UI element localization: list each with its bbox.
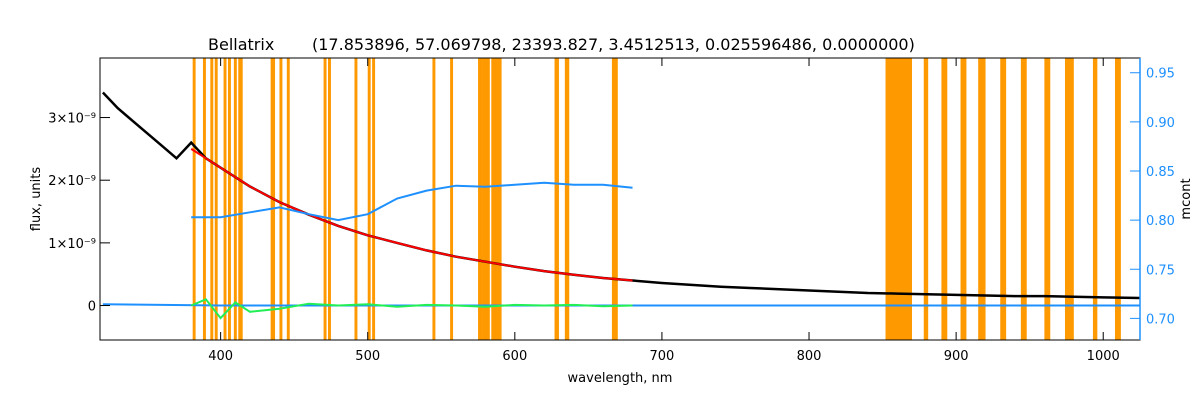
- masked-band: [202, 58, 206, 340]
- y-tick-label: 0: [88, 300, 96, 315]
- x-tick-label: 1000: [1087, 349, 1120, 364]
- masked-band: [286, 58, 290, 340]
- masked-band: [227, 58, 231, 340]
- masked-band: [367, 58, 371, 340]
- y-axis-label: flux, units: [29, 167, 44, 232]
- masked-band: [210, 58, 214, 340]
- x-tick-label: 900: [944, 349, 969, 364]
- series-line: [190, 298, 633, 320]
- y-axis-right-label: mcont: [1179, 178, 1194, 219]
- series-layer: [101, 91, 1141, 320]
- y-tick-label: 2×10⁻⁹: [48, 174, 96, 189]
- series-line: [191, 181, 633, 222]
- y-right-tick-label: 0.75: [1146, 263, 1175, 278]
- x-tick-label: 500: [355, 349, 380, 364]
- masked-band: [1000, 58, 1007, 340]
- masked-band: [1020, 58, 1027, 340]
- x-tick-label: 400: [208, 349, 233, 364]
- masked-band: [885, 58, 912, 340]
- masked-band: [432, 58, 436, 340]
- x-tick-label: 600: [502, 349, 527, 364]
- masked-band: [354, 58, 358, 340]
- masked-band: [323, 58, 327, 340]
- x-tick-label: 700: [650, 349, 675, 364]
- x-axis-label: wavelength, nm: [568, 371, 673, 386]
- y-right-tick-label: 0.90: [1146, 116, 1175, 131]
- masked-band: [223, 58, 227, 340]
- masked-band: [192, 58, 196, 340]
- masked-band: [491, 58, 498, 340]
- masked-band: [1044, 58, 1051, 340]
- axis-ticks: 400 500 600 700 800 900 1000 0 1×10⁻⁹ 2×10⁻⁹ 3×10⁻…: [48, 58, 1120, 364]
- masked-band: [482, 58, 490, 340]
- masked-band: [923, 58, 929, 340]
- masked-band: [279, 58, 283, 340]
- masked-band: [450, 58, 454, 340]
- masked-band: [1092, 58, 1098, 340]
- masked-band: [1064, 58, 1074, 340]
- y-right-tick-label: 0.80: [1146, 214, 1175, 229]
- x-tick-label: 800: [797, 349, 822, 364]
- masked-band: [328, 58, 331, 340]
- masked-bands: [192, 58, 1121, 340]
- chart-subtitle: (17.853896, 57.069798, 23393.827, 3.4512…: [312, 35, 915, 54]
- y-right-tick-label: 0.85: [1146, 165, 1175, 180]
- masked-band: [1114, 58, 1121, 340]
- masked-band: [960, 58, 967, 340]
- right-axis: 0.70 0.75 0.80 0.85 0.90 0.95: [1130, 58, 1175, 340]
- masked-band: [941, 58, 948, 340]
- y-tick-label: 1×10⁻⁹: [48, 237, 96, 252]
- masked-band: [495, 58, 502, 340]
- masked-band: [233, 58, 237, 340]
- chart-title: Bellatrix: [208, 35, 274, 54]
- masked-band: [564, 58, 570, 340]
- y-tick-label: 3×10⁻⁹: [48, 112, 96, 127]
- y-right-tick-label: 0.70: [1146, 312, 1175, 327]
- masked-band: [478, 58, 483, 340]
- y-right-tick-label: 0.95: [1146, 67, 1175, 82]
- masked-band: [214, 58, 218, 340]
- series-line: [190, 148, 633, 282]
- masked-band: [611, 58, 618, 340]
- masked-band: [554, 58, 559, 340]
- masked-band: [238, 58, 243, 340]
- masked-band: [372, 58, 376, 340]
- masked-band: [978, 58, 986, 340]
